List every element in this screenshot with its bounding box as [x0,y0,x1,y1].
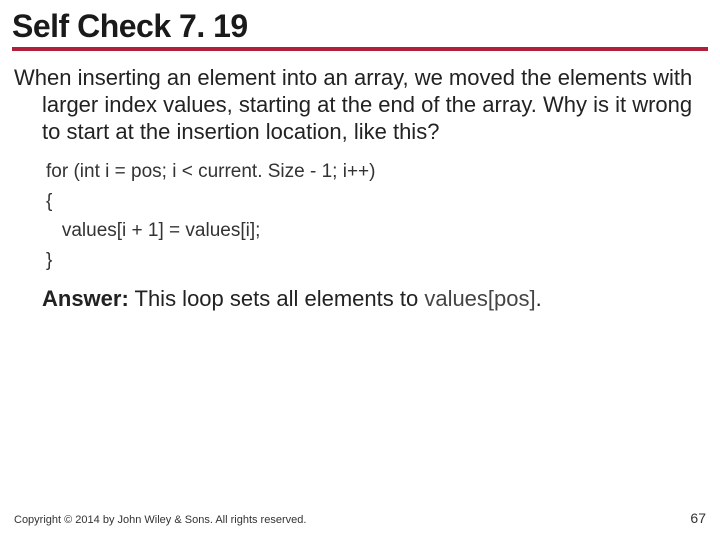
answer-trailing: . [536,286,542,311]
code-line-2: { [46,191,52,212]
page-number: 67 [690,510,706,526]
code-block: for (int i = pos; i < current. Size - 1;… [12,157,708,275]
slide-title: Self Check 7. 19 [12,8,708,45]
answer-label: Answer: [42,286,129,311]
question-span: When inserting an element into an array,… [14,65,702,145]
code-line-3: values[i + 1] = values[i]; [46,220,260,241]
title-underline [12,47,708,51]
code-line-4: } [46,250,52,271]
slide-container: Self Check 7. 19 When inserting an eleme… [0,0,720,540]
copyright-text: Copyright © 2014 by John Wiley & Sons. A… [14,514,306,526]
footer: Copyright © 2014 by John Wiley & Sons. A… [14,510,706,526]
question-text: When inserting an element into an array,… [12,65,708,145]
answer-code-inline: values[pos] [424,286,535,311]
answer-text: This loop sets all elements to [129,286,425,311]
code-line-1: for (int i = pos; i < current. Size - 1;… [46,161,375,182]
answer-line: Answer: This loop sets all elements to v… [12,285,708,314]
